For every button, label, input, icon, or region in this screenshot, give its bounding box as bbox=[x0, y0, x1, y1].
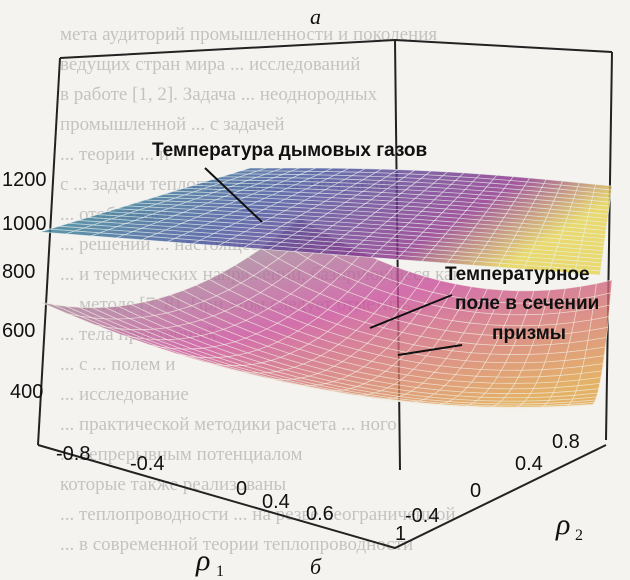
z-axis-ticks: 1200 1000 800 600 400 bbox=[2, 169, 47, 403]
flue-surface-meshline bbox=[164, 193, 608, 223]
figure-label-b: б bbox=[310, 554, 322, 579]
flue-surface-meshline bbox=[87, 217, 603, 256]
figure-label-a: a bbox=[310, 4, 321, 29]
background-text-line: мета аудиторий промышленности и поколени… bbox=[60, 24, 437, 45]
annotation-prism: Температурное поле в сечении призмы bbox=[445, 264, 599, 344]
axis-label-rho1-main: ρ bbox=[195, 544, 210, 577]
z-tick: 800 bbox=[2, 261, 35, 283]
prism-surface-meshline bbox=[195, 284, 604, 371]
z-tick: 1000 bbox=[2, 213, 47, 235]
prism-surface-meshline bbox=[104, 306, 596, 405]
prism-surface-meshline bbox=[130, 304, 598, 399]
prism-temperature-surface bbox=[39, 217, 613, 409]
prism-surface-meshline bbox=[156, 298, 600, 390]
y-axis-ticks: 0.8 0.4 0 -0.4 bbox=[405, 431, 580, 527]
flue-gas-temperature-surface bbox=[39, 167, 613, 276]
flue-surface-meshline bbox=[249, 167, 613, 187]
flue-surface-meshline bbox=[106, 211, 604, 248]
background-text-line: ... практической методики расчета ... но… bbox=[60, 414, 397, 435]
flue-surface-meshline bbox=[135, 202, 606, 235]
annotation-prism-line1: Температурное bbox=[445, 264, 590, 285]
prism-surface-meshline bbox=[169, 294, 602, 384]
x-tick: 1 bbox=[395, 523, 406, 545]
flue-surface-meshline bbox=[211, 179, 610, 203]
axis-label-rho1-sub: 1 bbox=[216, 563, 224, 580]
flue-surface-meshline bbox=[240, 170, 612, 191]
background-text-line: ... исследование bbox=[60, 384, 189, 405]
flue-surface-meshline bbox=[230, 173, 611, 195]
prism-surface-meshline bbox=[273, 238, 610, 316]
axis-label-rho1: ρ 1 bbox=[195, 544, 224, 580]
background-text-line: в работе [1, 2]. Задача ... неоднородных bbox=[60, 84, 378, 105]
flue-surface-meshline bbox=[144, 199, 607, 231]
flue-surface-meshline bbox=[154, 196, 607, 227]
prism-surface-meshline bbox=[143, 301, 599, 395]
background-text-line: ... теории ... и bbox=[60, 144, 169, 165]
axis-label-rho2-sub: 2 bbox=[575, 527, 583, 544]
flue-surface-meshline bbox=[49, 228, 601, 272]
background-text-line: ... теплопроводности ... на резве неогра… bbox=[60, 504, 456, 525]
x-tick: -0.4 bbox=[130, 453, 164, 475]
prism-surface-meshline bbox=[221, 272, 606, 355]
axis-label-rho2: ρ 2 bbox=[555, 508, 583, 544]
background-text-line: ... в современной теории теплопроводност… bbox=[60, 534, 413, 555]
annotation-flue-gas: Температура дымовых газов bbox=[152, 140, 427, 161]
flue-surface-meshline bbox=[39, 231, 601, 276]
flue-surface-meshline bbox=[202, 182, 610, 207]
flue-surface-meshline bbox=[173, 190, 608, 219]
x-tick: 0 bbox=[236, 478, 247, 500]
background-text-line: ... непрерывным потенциалом bbox=[60, 444, 303, 465]
x-tick: -0.8 bbox=[56, 443, 90, 465]
y-tick: 0.4 bbox=[515, 453, 543, 475]
background-text-line: ведущих стран мира ... исследований bbox=[60, 54, 360, 75]
prism-surface-meshline bbox=[234, 264, 607, 347]
x-tick: 0.4 bbox=[262, 491, 290, 513]
y-tick: 0 bbox=[470, 480, 481, 502]
prism-surface-fill bbox=[40, 218, 612, 408]
axis-label-rho2-main: ρ bbox=[555, 508, 570, 541]
prism-surface-meshline bbox=[260, 248, 609, 327]
flue-surface-meshline bbox=[97, 214, 604, 252]
z-tick: 600 bbox=[2, 320, 35, 342]
prism-surface-meshline bbox=[182, 290, 603, 378]
flue-surface-meshline bbox=[59, 225, 602, 268]
x-axis-ticks: -0.8 -0.4 0 0.4 0.6 1 bbox=[56, 443, 406, 545]
annotation-prism-line2: поле в сечении bbox=[455, 293, 599, 314]
prism-surface-meshline bbox=[208, 278, 605, 364]
y-tick: -0.4 bbox=[405, 505, 439, 527]
flue-surface-meshline bbox=[183, 187, 609, 215]
prism-surface-meshline bbox=[117, 305, 597, 402]
background-text-line: ... с ... полем и bbox=[60, 354, 175, 375]
flue-surface-meshline bbox=[125, 205, 605, 239]
z-tick: 1200 bbox=[2, 169, 47, 191]
z-tick: 400 bbox=[10, 381, 43, 403]
y-tick: 0.8 bbox=[552, 431, 580, 453]
flue-surface-meshline bbox=[68, 222, 602, 264]
flue-surface-meshline bbox=[221, 176, 611, 199]
flue-surface-meshline bbox=[116, 208, 605, 244]
flue-surface-meshline bbox=[192, 185, 609, 211]
annotation-leaders bbox=[204, 167, 463, 356]
x-tick: 0.6 bbox=[306, 503, 334, 525]
flue-surface-meshline bbox=[78, 219, 603, 260]
prism-surface-meshline bbox=[39, 301, 591, 408]
prism-surface-meshline bbox=[91, 307, 595, 407]
annotation-prism-line3: призмы bbox=[492, 323, 566, 344]
prism-surface-meshline bbox=[247, 256, 608, 337]
background-text-line: промышленной ... с задачей bbox=[60, 114, 285, 135]
